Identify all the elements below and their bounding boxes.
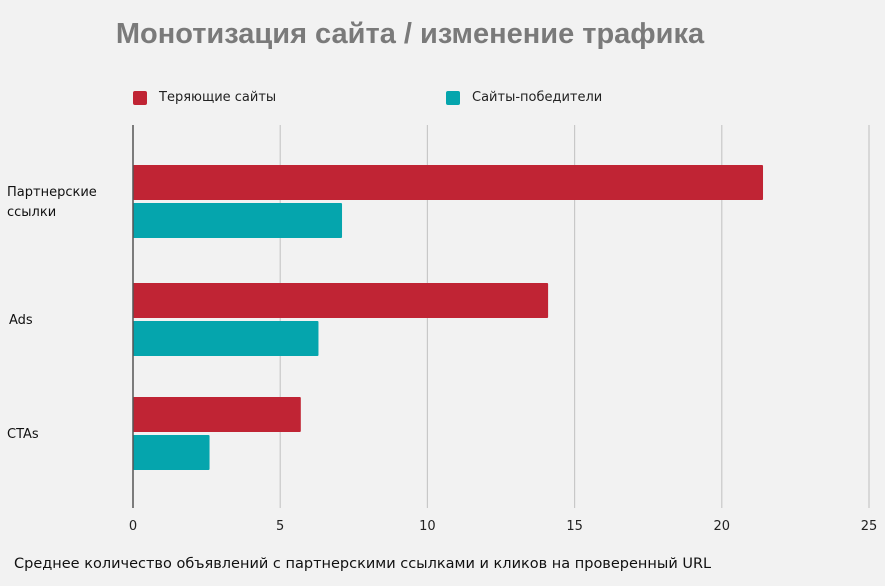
y-category-label: Партнерские (7, 185, 97, 200)
legend-swatch-losing (133, 90, 147, 105)
bar-winning (133, 435, 210, 470)
bar-winning (133, 203, 343, 238)
legend-swatch-winning (446, 90, 460, 105)
y-category-label: ссылки (7, 205, 56, 220)
legend-item-losing: Теряющие сайты (133, 90, 276, 105)
x-tick-label: 10 (419, 519, 436, 534)
bar-losing (133, 283, 549, 318)
legend-item-winning: Сайты-победители (446, 90, 602, 105)
bar-losing (133, 165, 764, 200)
y-category-label: Ads (9, 313, 33, 328)
x-tick-label: 20 (714, 519, 731, 534)
x-axis-label: Среднее количество объявлений с партнерс… (14, 556, 712, 572)
x-tick-label: 0 (129, 519, 137, 534)
x-tick-label: 5 (276, 519, 284, 534)
legend-label-losing: Теряющие сайты (159, 90, 277, 105)
x-tick-label: 15 (566, 519, 583, 534)
x-tick-label: 25 (861, 519, 878, 534)
chart-title: Монотизация сайта / изменение трафика (115, 18, 705, 50)
y-category-label: CTAs (7, 427, 39, 442)
bar-winning (133, 321, 319, 356)
bar-losing (133, 397, 301, 432)
legend-label-winning: Сайты-победители (472, 90, 603, 105)
